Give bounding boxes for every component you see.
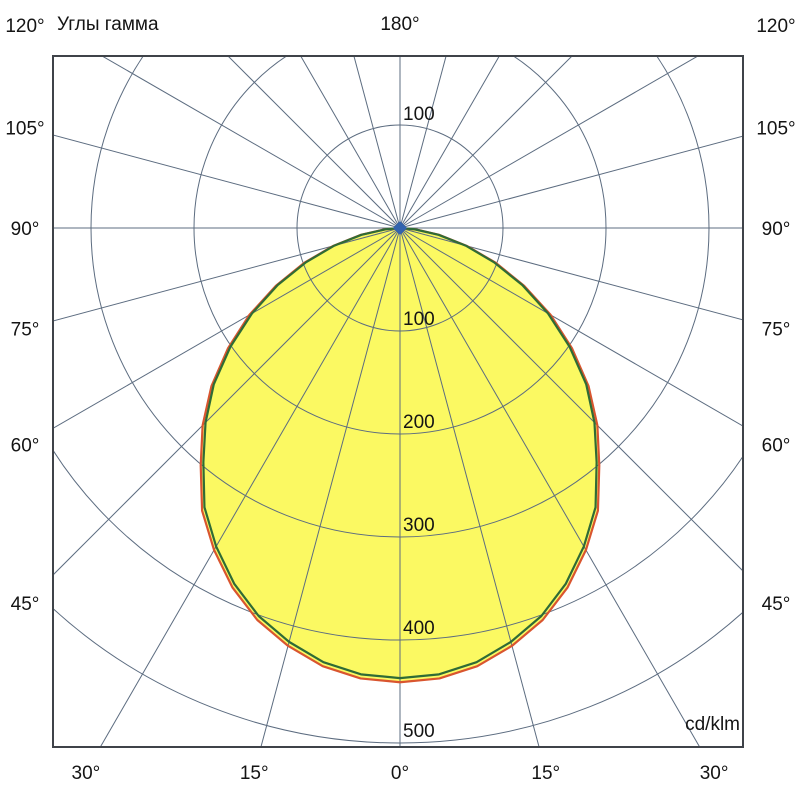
angle-label-bottom: 15° [531, 763, 560, 784]
polar-grid-circle [53, 607, 743, 744]
polar-grid-circle [296, 124, 504, 332]
curve-c0-c180 [202, 226, 598, 680]
radial-tick-label: 400 [403, 618, 435, 639]
radial-grid-line [53, 227, 401, 322]
radial-tick-label: 300 [403, 515, 435, 536]
radial-grid-line [399, 227, 540, 747]
radial-grid-line [399, 56, 500, 229]
radial-grid-line [399, 227, 743, 427]
angle-label-left: 120° [5, 16, 44, 37]
radial-grid-line [99, 227, 401, 747]
labels: 100 100 200 300 400 500 120° 120° 105° 105° 90° 90°… [5, 16, 795, 784]
pole-marker [393, 221, 407, 235]
radial-grid-line [53, 227, 401, 429]
angle-label-left: 105° [5, 119, 44, 140]
angle-label-bottom: 30° [72, 763, 101, 784]
radial-grid-line [300, 56, 401, 229]
angle-label-left: 60° [11, 436, 40, 457]
angle-label-bottom: 30° [700, 763, 729, 784]
radial-grid-line [399, 227, 701, 747]
plot-border [52, 55, 744, 748]
radial-grid-line [53, 227, 401, 576]
polar-grid-circle [53, 449, 743, 641]
angle-label-left: 75° [11, 319, 40, 340]
radial-grid-line [260, 227, 401, 747]
curve-c90-c270 [199, 226, 601, 684]
unit-label: cd/klm [685, 714, 740, 735]
angle-label-bottom: 15° [240, 763, 269, 784]
angle-label-right: 90° [762, 219, 791, 240]
radial-tick-label-upper: 100 [403, 104, 435, 125]
angle-label-bottom: 0° [391, 763, 409, 784]
polar-grid-circle [193, 56, 607, 435]
angle-label-right: 60° [762, 436, 791, 457]
radial-grid-line [353, 56, 401, 229]
chart-title: Углы гамма [57, 14, 159, 35]
angle-label-right: 75° [762, 319, 791, 340]
radial-grid-line [399, 135, 743, 229]
radial-grid-line [399, 56, 447, 229]
angle-label-left: 90° [11, 219, 40, 240]
radial-grid-line [399, 227, 743, 572]
angle-label-right: 105° [756, 119, 795, 140]
angle-label-180: 180° [380, 14, 420, 35]
radial-grid-line [101, 56, 401, 229]
angle-label-right: 120° [756, 16, 795, 37]
polar-grid-circle [90, 56, 710, 538]
angle-label-left: 45° [11, 594, 40, 615]
radial-grid-line [53, 134, 401, 229]
radial-grid-line [399, 56, 573, 229]
radial-tick-label: 200 [403, 412, 435, 433]
angle-label-right: 45° [762, 594, 791, 615]
radial-grid-line [399, 227, 743, 321]
radial-tick-label: 500 [403, 721, 435, 742]
radial-grid-line [227, 56, 401, 229]
radial-tick-label: 100 [403, 309, 435, 330]
radial-grid-line [399, 56, 699, 229]
